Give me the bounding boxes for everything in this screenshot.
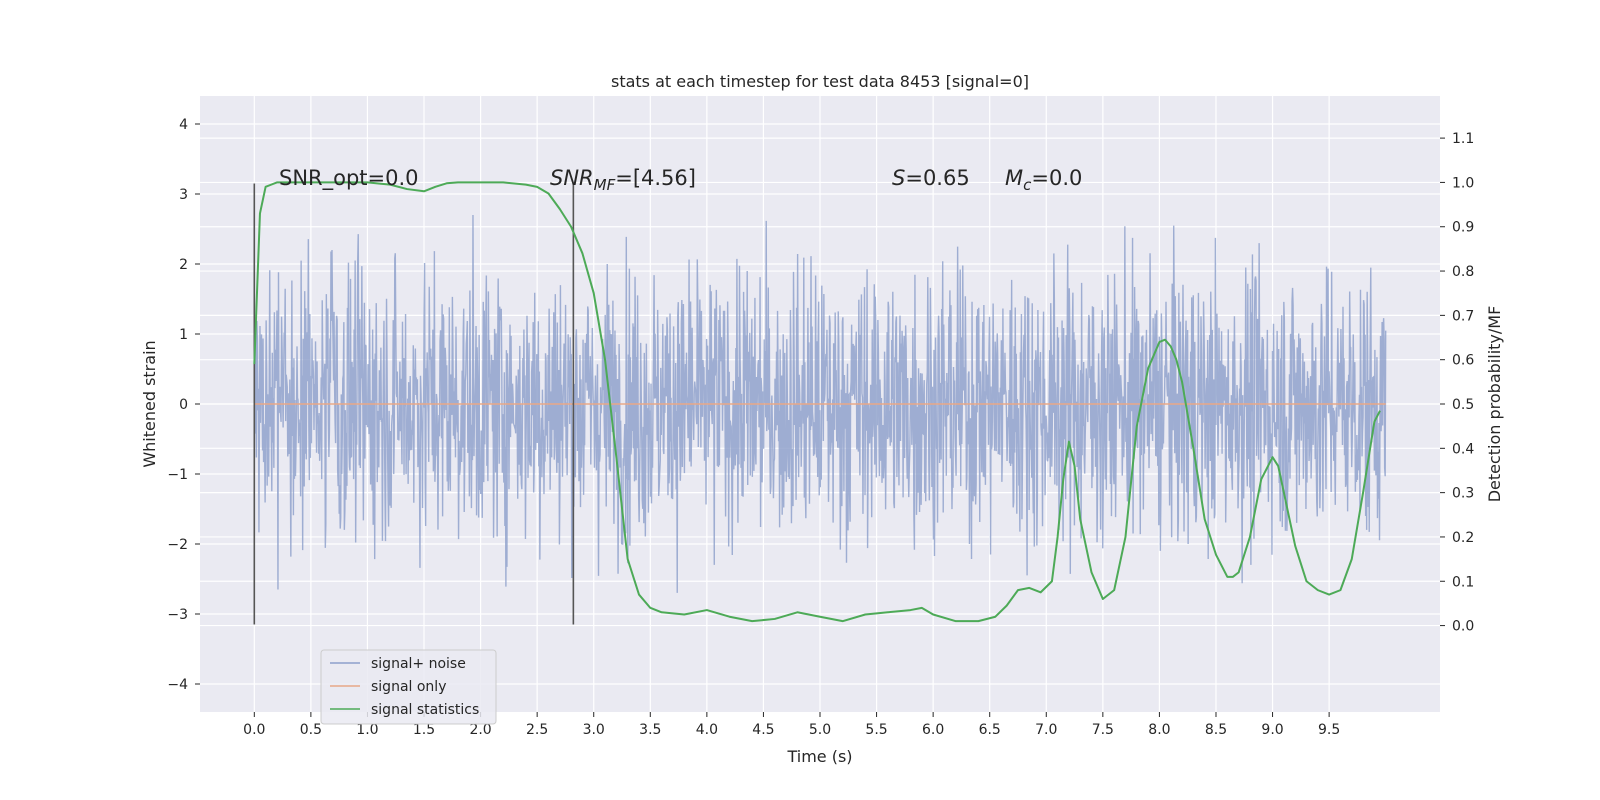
x-tick-label: 9.5 (1318, 722, 1340, 738)
x-tick-label: 2.0 (469, 722, 491, 738)
legend-box (320, 649, 497, 725)
annotation-snr-opt: SNR_opt=0.0 (279, 166, 419, 191)
statistics-series (253, 181, 1381, 623)
y-right-axis-label: Detection probability/MF (1485, 306, 1504, 503)
y-right-tick-label: 1.1 (1452, 131, 1474, 147)
x-tick-label: 7.5 (1092, 722, 1114, 738)
x-tick-label: 0.5 (300, 722, 322, 738)
annotation-snr-mf-value: =[4.56] (615, 166, 696, 190)
y-left-tick-label: −1 (167, 467, 188, 483)
y-left-tick-label: −4 (167, 677, 188, 693)
x-tick-label: 2.5 (526, 722, 548, 738)
annotation-s-symbol: S (892, 166, 905, 190)
y-right-tick-label: 0.2 (1452, 530, 1474, 546)
y-right-tick-label: 0.5 (1452, 397, 1474, 413)
annotation-snr-mf-symbol: SNR (550, 166, 594, 190)
y-left-tick-label: 1 (179, 327, 188, 343)
x-tick-label: 1.0 (356, 722, 378, 738)
y-right-tick-label: 0.6 (1452, 353, 1474, 369)
y-left-ticks: 4 3 2 1 0 −1 −2 −3 −4 (167, 117, 200, 693)
annotation-mc-subscript: c (1023, 176, 1032, 194)
y-right-tick-label: 0.4 (1452, 441, 1474, 457)
y-left-tick-label: −3 (167, 607, 188, 623)
legend-label-statistics: signal statistics (371, 702, 479, 718)
x-tick-label: 3.0 (583, 722, 605, 738)
statistics-line (253, 181, 1381, 623)
legend-label-noise: signal+ noise (371, 656, 466, 672)
y-left-tick-label: 2 (179, 257, 188, 273)
x-tick-label: 0.0 (243, 722, 265, 738)
y-right-tick-label: 0.0 (1452, 619, 1474, 635)
annotation-snr-mf-subscript: MF (594, 176, 616, 194)
x-tick-label: 6.5 (979, 722, 1001, 738)
y-left-tick-label: 0 (179, 397, 188, 413)
noise-line (253, 214, 1387, 593)
annotation-mc-symbol: M (1005, 166, 1023, 190)
y-right-tick-label: 0.7 (1452, 308, 1474, 324)
annotations: SNR_opt=0.0 SNRMF=[4.56] S=0.65 Mc=0.0 (279, 166, 1082, 194)
annotation-mc-value: =0.0 (1031, 166, 1082, 190)
y-right-tick-label: 0.8 (1452, 264, 1474, 280)
x-tick-label: 5.0 (809, 722, 831, 738)
y-right-tick-label: 0.3 (1452, 486, 1474, 502)
annotation-snr-mf: SNRMF=[4.56] (550, 166, 696, 194)
y-left-tick-label: 4 (179, 117, 188, 133)
x-tick-label: 3.5 (639, 722, 661, 738)
x-axis-label: Time (s) (786, 747, 852, 766)
y-left-axis-label: Whitened strain (140, 340, 159, 467)
chart-title: stats at each timestep for test data 845… (611, 72, 1029, 91)
x-tick-label: 7.0 (1035, 722, 1057, 738)
y-right-tick-label: 0.9 (1452, 220, 1474, 236)
noise-series (253, 214, 1387, 593)
x-tick-label: 9.0 (1261, 722, 1283, 738)
annotation-s-value: =0.65 (905, 166, 969, 190)
x-ticks: 0.0 0.5 1.0 1.5 2.0 2.5 3.0 3.5 4.0 4.5 5.0 5.5 6.0 6… (243, 712, 1340, 738)
x-tick-label: 5.5 (865, 722, 887, 738)
x-tick-label: 8.5 (1205, 722, 1227, 738)
x-tick-label: 8.0 (1148, 722, 1170, 738)
annotation-mc: Mc=0.0 (1005, 166, 1082, 194)
x-tick-label: 6.0 (922, 722, 944, 738)
x-tick-label: 4.0 (696, 722, 718, 738)
y-right-tick-label: 1.0 (1452, 175, 1474, 191)
annotation-s: S=0.65 (892, 166, 970, 190)
legend: signal+ noise signal only signal statist… (320, 649, 497, 725)
markers (253, 183, 575, 625)
y-right-tick-label: 0.1 (1452, 574, 1474, 590)
legend-label-signal-only: signal only (371, 679, 446, 695)
x-tick-label: 1.5 (413, 722, 435, 738)
y-left-tick-label: 3 (179, 187, 188, 203)
y-left-tick-label: −2 (167, 537, 188, 553)
y-right-ticks: 1.1 1.0 0.9 0.8 0.7 0.6 0.5 0.4 0.3 0.2 0.1 0.0 (1440, 131, 1474, 635)
x-tick-label: 4.5 (752, 722, 774, 738)
